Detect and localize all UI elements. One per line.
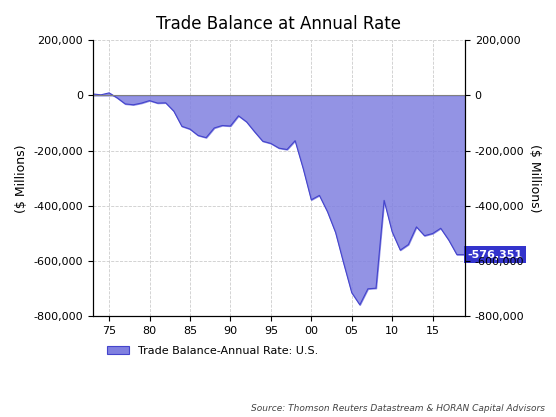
Text: -576,351: -576,351	[468, 250, 523, 260]
Text: Source: Thomson Reuters Datastream & HORAN Capital Advisors: Source: Thomson Reuters Datastream & HOR…	[251, 404, 545, 413]
Y-axis label: ($ Millions): ($ Millions)	[15, 144, 28, 213]
Title: Trade Balance at Annual Rate: Trade Balance at Annual Rate	[156, 15, 401, 33]
Legend: Trade Balance-Annual Rate: U.S.: Trade Balance-Annual Rate: U.S.	[102, 342, 322, 361]
Y-axis label: ($ Millions): ($ Millions)	[528, 144, 541, 213]
